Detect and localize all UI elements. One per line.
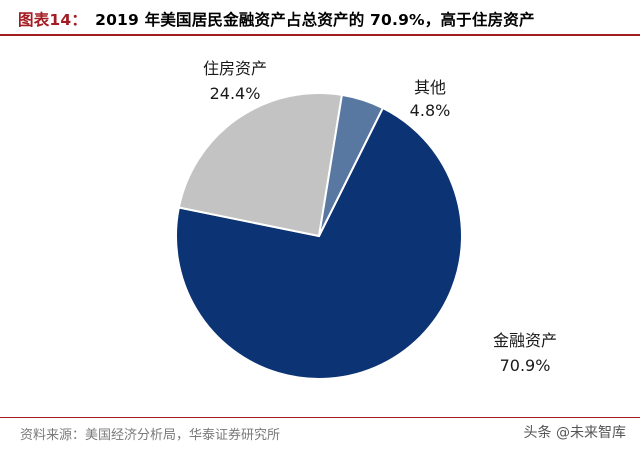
slice-label-financial-name: 金融资产 [493, 331, 557, 350]
title-text: 2019 年美国居民金融资产占总资产的 70.9%，高于住房资产 [95, 11, 535, 29]
slice-other [318, 93, 385, 237]
slice-label-housing-name: 住房资产 [203, 59, 267, 78]
title-bar: 图表14： 2019 年美国居民金融资产占总资产的 70.9%，高于住房资产 [0, 0, 640, 36]
source-note: 资料来源：美国经济分析局，华泰证券研究所 [20, 428, 281, 443]
pie-slices [175, 92, 463, 380]
slice-label-financial-value: 70.9% [500, 356, 551, 375]
pie-labels: 住房资产 24.4% 其他 4.8% 金融资产 70.9% [203, 59, 557, 375]
pie-chart: 住房资产 24.4% 其他 4.8% 金融资产 70.9% [175, 59, 557, 380]
chart-title: 图表14： 2019 年美国居民金融资产占总资产的 70.9%，高于住房资产 [18, 8, 535, 30]
slice-label-other-name: 其他 [414, 78, 446, 97]
slice-housing [177, 92, 344, 238]
slice-label-housing-value: 24.4% [210, 84, 261, 103]
source-divider [0, 417, 640, 418]
watermark: 头条 @未来智库 [523, 425, 626, 441]
slice-financial [175, 106, 463, 380]
figure-label: 图表14： [18, 11, 88, 29]
slice-label-other-value: 4.8% [410, 101, 451, 120]
